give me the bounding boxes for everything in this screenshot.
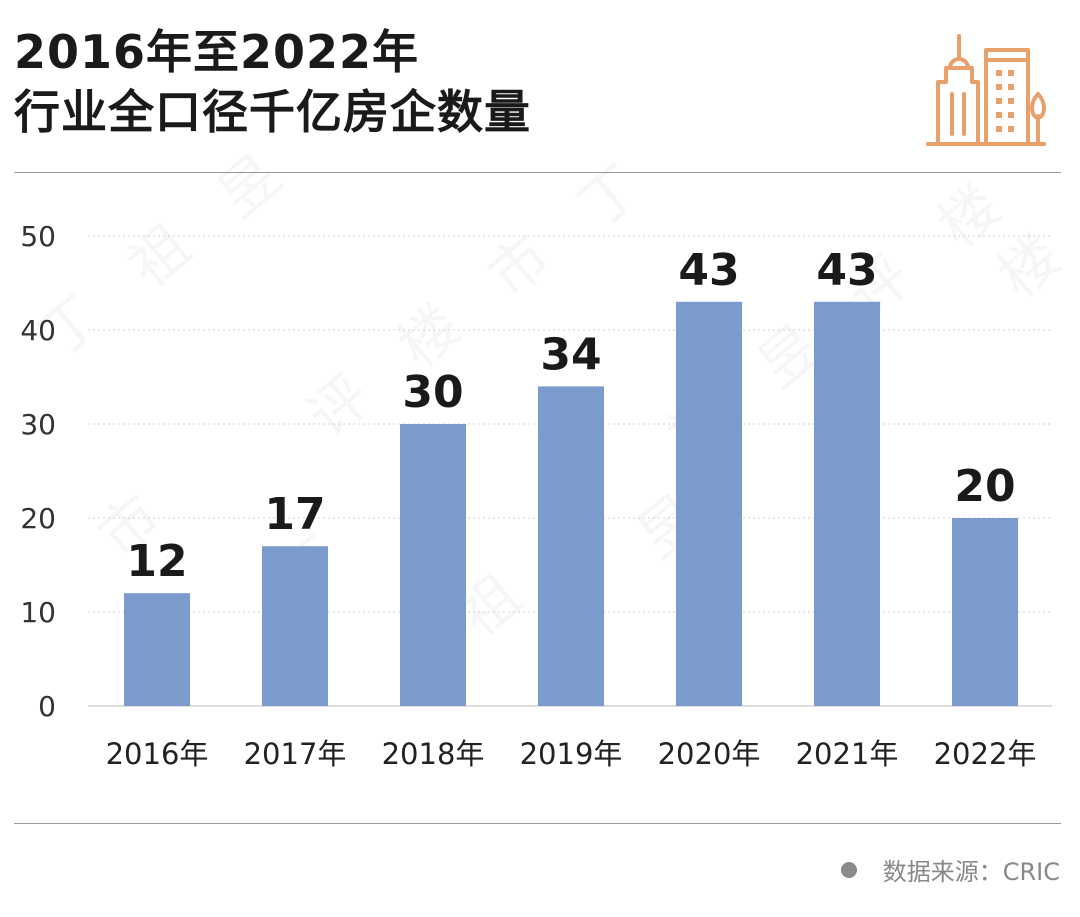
y-tick-label: 40 <box>20 314 56 347</box>
bar <box>400 424 466 706</box>
data-label: 34 <box>540 329 601 380</box>
watermark-char: 昱 <box>205 141 293 230</box>
y-tick-label: 50 <box>20 220 56 253</box>
y-tick-label: 0 <box>38 690 56 723</box>
bar <box>262 546 328 706</box>
bars <box>124 301 1018 706</box>
watermark-char: 丁 <box>565 151 653 240</box>
data-label: 30 <box>402 367 463 418</box>
x-tick-label: 2020年 <box>658 737 761 771</box>
bar <box>538 386 604 706</box>
y-axis-ticks: 0 10 20 30 40 50 <box>20 220 56 723</box>
bar <box>676 301 742 706</box>
data-label: 43 <box>678 245 739 296</box>
data-labels: 12 17 30 34 43 43 20 <box>126 245 1015 587</box>
y-tick-label: 10 <box>20 596 56 629</box>
buildings-icon <box>926 34 1046 146</box>
source-note: 数据来源：CRIC <box>840 852 1060 887</box>
x-tick-label: 2022年 <box>934 737 1037 771</box>
y-tick-label: 30 <box>20 408 56 441</box>
watermark-char: 祖 <box>115 211 203 300</box>
data-label: 20 <box>954 461 1015 512</box>
data-label: 43 <box>816 245 877 296</box>
header-divider <box>14 172 1061 173</box>
chart-title: 2016年至2022年 行业全口径千亿房企数量 <box>14 22 531 142</box>
source-text: 数据来源：CRIC <box>882 858 1060 886</box>
x-tick-label: 2016年 <box>106 737 209 771</box>
x-tick-label: 2018年 <box>382 737 485 771</box>
x-axis-ticks: 2016年 2017年 2018年 2019年 2020年 2021年 2022年 <box>106 737 1037 771</box>
x-tick-label: 2017年 <box>244 737 347 771</box>
bar <box>124 593 190 706</box>
y-tick-label: 20 <box>20 502 56 535</box>
data-label: 17 <box>264 489 325 540</box>
bullet-dot <box>840 861 857 878</box>
watermark-char: 市 <box>475 221 563 310</box>
x-tick-label: 2021年 <box>796 737 899 771</box>
watermark-char: 评 <box>295 361 383 450</box>
data-label: 12 <box>126 536 187 587</box>
chart-title-line1: 2016年至2022年 <box>14 25 420 79</box>
x-tick-label: 2019年 <box>520 737 623 771</box>
chart-title-line2: 行业全口径千亿房企数量 <box>14 85 531 139</box>
footer-divider <box>14 823 1061 824</box>
bar <box>952 518 1018 706</box>
bar <box>814 301 880 706</box>
